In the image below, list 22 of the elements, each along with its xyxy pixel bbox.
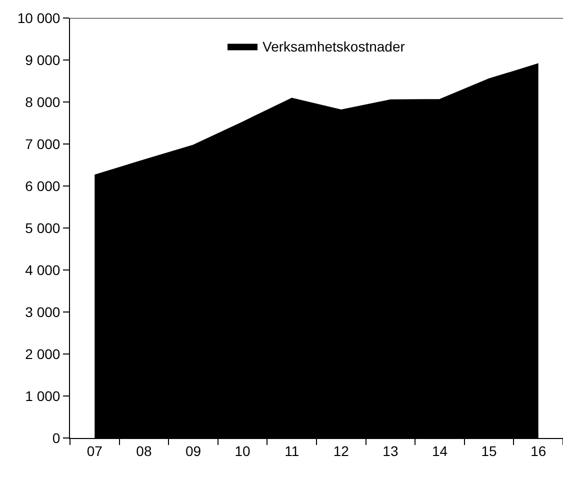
x-tick-label: 12 [333,442,350,459]
x-tick-label: 07 [86,442,103,459]
x-tick-label: 13 [382,442,398,459]
x-tick-label: 11 [284,442,300,459]
y-tick-label: 6 000 [25,178,60,194]
y-tick-label: 10 000 [17,10,60,26]
legend-label: Verksamhetskostnader [262,38,406,55]
x-tick-label: 15 [481,442,498,459]
x-tick-label: 10 [234,442,251,459]
x-tick-label: 08 [136,442,152,459]
y-tick-label: 8 000 [25,94,60,110]
x-tick-label: 14 [432,442,448,459]
x-tick-label: 16 [530,442,546,459]
y-tick-label: 2 000 [25,346,60,362]
y-tick-label: 4 000 [25,262,60,278]
y-tick-label: 7 000 [25,136,60,152]
y-tick-label: 3 000 [25,304,60,320]
x-tick-label: 09 [185,442,202,459]
y-tick-label: 5 000 [25,220,60,236]
y-tick-label: 9 000 [25,52,60,68]
y-tick-label: 1 000 [25,388,60,404]
y-tick-label: 0 [52,430,60,446]
